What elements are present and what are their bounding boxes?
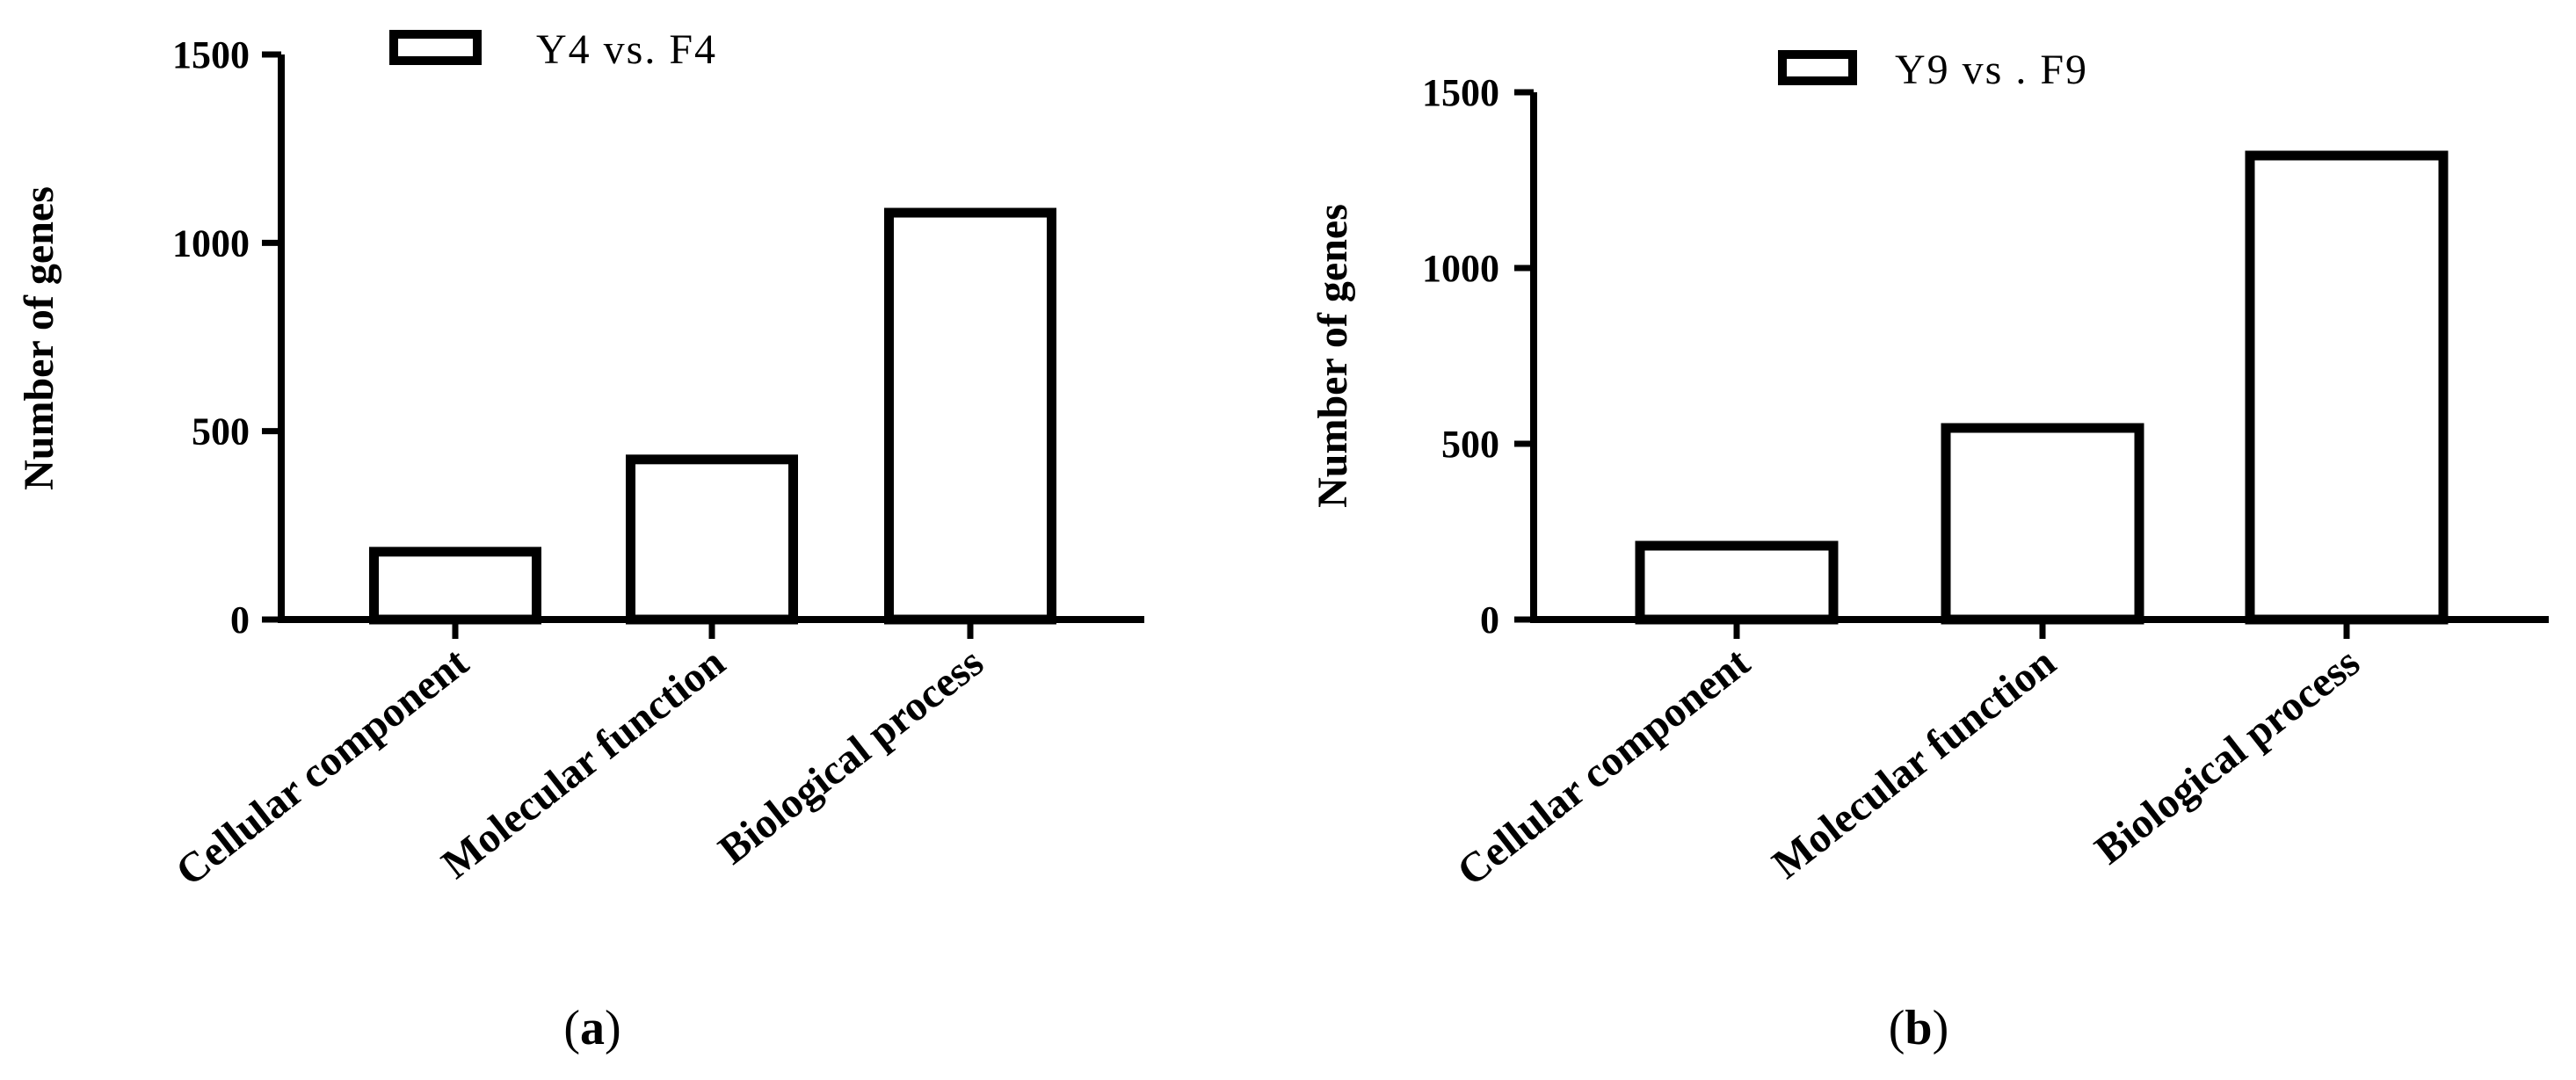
bar-3	[884, 207, 1056, 625]
y-axis-title: Number of genes	[1310, 204, 1356, 508]
y-tick-label: 0	[230, 598, 250, 641]
x-tick-label: Biological process	[2086, 639, 2369, 873]
y-tick-label: 1000	[1422, 247, 1499, 290]
legend-swatch	[1778, 50, 1857, 85]
chart-panel-a: 0 500 1000 1500 Cellular componentMolecular …	[16, 26, 1144, 895]
chart-panel-b: 0 500 1000 1500 Cellular component Molecular …	[1310, 47, 2549, 895]
x-tick-label: Molecular function	[433, 639, 734, 888]
x-tick-label: Cellular component	[1448, 639, 1758, 895]
panel-label-b: (b)	[1889, 1001, 1948, 1055]
bar-2	[626, 454, 798, 625]
y-tick-label: 500	[1441, 423, 1499, 466]
legend-label: Y9 vs . F9	[1895, 47, 2088, 93]
y-tick-label: 500	[192, 410, 250, 453]
bar-2	[1941, 423, 2144, 625]
bar-1	[1635, 540, 1839, 625]
x-tick-label: Biological process	[710, 639, 992, 873]
legend-label: Y4 vs. F4	[536, 26, 717, 73]
bar-1	[369, 547, 541, 625]
x-tick-label: Cellular component	[167, 639, 476, 895]
y-axis-title: Number of genes	[16, 186, 62, 490]
y-tick-label: 1000	[172, 221, 250, 265]
y-tick-label: 1500	[1422, 71, 1499, 114]
bar-3	[2245, 150, 2449, 625]
panel-label-a: (a)	[563, 1001, 620, 1055]
y-tick-label: 1500	[172, 33, 250, 76]
legend-swatch	[389, 30, 482, 65]
y-tick-label: 0	[1480, 598, 1499, 641]
x-tick-label: Molecular function	[1764, 639, 2064, 888]
